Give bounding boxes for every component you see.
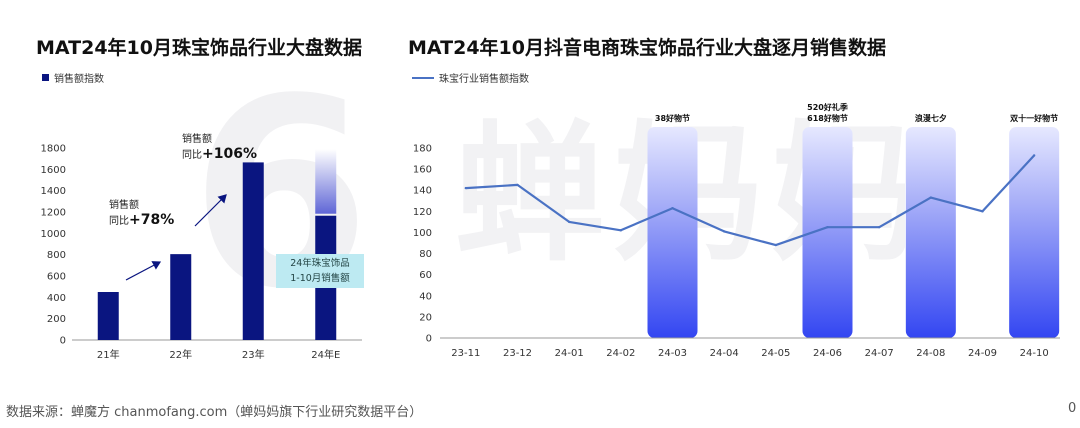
line-y-tick-label: 0	[426, 334, 432, 345]
line-point	[1032, 154, 1036, 157]
line-x-tick-label: 24-08	[916, 348, 945, 359]
page-number: 0	[1068, 401, 1077, 416]
line-x-tick-label: 24-06	[813, 348, 842, 359]
left-legend: 销售额指数	[42, 70, 104, 85]
bar-y-tick-label: 200	[47, 314, 66, 325]
line-y-tick-label: 140	[413, 186, 432, 197]
growth-yoy: 同比+78%	[109, 212, 174, 228]
line-x-tick-label: 24-03	[658, 348, 687, 359]
growth-prefix: 同比	[182, 149, 202, 161]
line-point	[722, 230, 726, 233]
event-highlight-column	[802, 127, 853, 338]
ytd-callout: 24年珠宝饰品 1-10月销售额	[276, 254, 364, 288]
bar-chart: 0 200 400 600 800 1000 1200 1400 1600 1800 21年 22年 2…	[41, 132, 362, 361]
line-point	[929, 196, 933, 199]
growth-value: +78%	[129, 212, 174, 228]
line-y-tick-label: 100	[413, 228, 432, 239]
event-highlight-column	[1009, 127, 1060, 338]
line-y-tick-label: 40	[419, 291, 432, 302]
legend-line-icon	[412, 76, 434, 79]
bar-y-tick-label: 1200	[41, 208, 66, 219]
bar-y-tick-label: 400	[47, 293, 66, 304]
line-y-tick-label: 180	[413, 144, 432, 155]
bar-y-tick-label: 600	[47, 272, 66, 283]
line-point	[619, 229, 623, 232]
left-chart-title: MAT24年10月珠宝饰品行业大盘数据	[36, 37, 362, 59]
bar	[97, 292, 119, 340]
line-x-tick-label: 24-05	[761, 348, 790, 359]
bar	[242, 162, 264, 340]
event-label: 618好物节	[807, 113, 848, 123]
event-label: 双十一好物节	[1010, 113, 1058, 123]
line-y-tick-label: 80	[419, 249, 432, 260]
bar-y-tick-label: 1000	[41, 229, 66, 240]
right-chart-title: MAT24年10月抖音电商珠宝饰品行业大盘逐月销售数据	[408, 37, 886, 59]
line-x-tick-label: 24-04	[710, 348, 739, 359]
bar-x-tick-label: 23年	[242, 348, 265, 361]
bar-y-tick-label: 1800	[41, 144, 66, 155]
line-y-tick-label: 60	[419, 270, 432, 281]
growth-arrow	[194, 194, 227, 227]
bar-x-tick-label: 21年	[97, 348, 120, 361]
data-source-footer: 数据来源：蝉魔方 chanmofang.com（蝉妈妈旗下行业研究数据平台）	[6, 405, 423, 420]
sales-index-line	[465, 154, 1036, 247]
growth-yoy: 同比+106%	[182, 146, 257, 162]
legend-square-icon	[42, 74, 49, 81]
callout-line2: 1-10月销售额	[290, 273, 350, 284]
line-point	[516, 183, 519, 187]
event-label: 浪漫七夕	[915, 113, 947, 123]
line-point	[464, 186, 468, 190]
bar-y-tick-label: 800	[47, 250, 66, 261]
growth-value: +106%	[202, 146, 257, 162]
bar	[170, 254, 192, 340]
event-label: 520好礼季	[807, 102, 849, 112]
line-point	[877, 225, 881, 229]
line-x-tick-label: 24-07	[865, 348, 894, 359]
bar-estimate-segment	[315, 149, 337, 214]
growth-label: 销售额	[182, 132, 212, 145]
line-point	[774, 243, 778, 247]
bar-y-tick-label: 1400	[41, 186, 66, 197]
growth-arrow	[125, 261, 162, 281]
left-legend-label: 销售额指数	[54, 74, 104, 85]
line-y-tick-label: 120	[413, 207, 432, 218]
event-highlight-column	[647, 127, 698, 338]
line-y-tick-label: 160	[413, 165, 432, 176]
line-y-tick-label: 20	[419, 312, 432, 323]
line-x-tick-label: 23-12	[503, 348, 532, 359]
event-highlight-column	[905, 127, 956, 338]
line-x-tick-label: 24-09	[968, 348, 997, 359]
bar-x-tick-label: 22年	[169, 348, 192, 361]
line-x-tick-label: 24-10	[1020, 348, 1049, 359]
line-point	[826, 225, 829, 229]
growth-label: 销售额	[109, 198, 139, 211]
bar-y-tick-label: 0	[60, 336, 66, 347]
right-legend-label: 珠宝行业销售额指数	[439, 74, 529, 85]
line-x-tick-label: 23-11	[451, 348, 480, 359]
line-point	[981, 210, 984, 213]
line-point	[671, 206, 674, 210]
bar-y-tick-label: 1600	[41, 165, 66, 176]
event-label: 38好物节	[655, 113, 690, 123]
growth-prefix: 同比	[109, 215, 129, 227]
line-point	[567, 220, 571, 224]
bar-x-tick-label: 24年E	[311, 348, 340, 361]
line-x-tick-label: 24-02	[606, 348, 635, 359]
right-legend: 珠宝行业销售额指数	[412, 70, 529, 85]
line-x-tick-label: 24-01	[555, 348, 584, 359]
callout-line1: 24年珠宝饰品	[290, 258, 350, 269]
